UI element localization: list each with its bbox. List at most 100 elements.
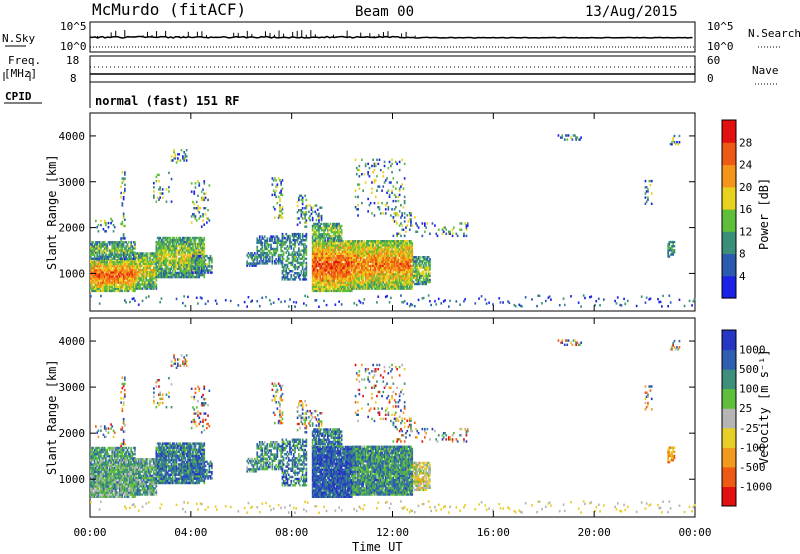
power-cell (350, 277, 353, 280)
power-cell (158, 275, 160, 279)
power-cell (383, 262, 386, 265)
power-cell (387, 262, 390, 265)
power-cell (304, 274, 306, 277)
power-cell (388, 258, 391, 261)
power-cell (376, 254, 378, 257)
power-cell (340, 281, 343, 284)
power-cell (327, 271, 329, 274)
power-cell (179, 253, 182, 256)
power-cell (323, 271, 325, 274)
power-cell (343, 289, 345, 293)
power-cell (177, 238, 179, 242)
power-cell (102, 264, 105, 268)
power-cell (100, 264, 102, 268)
power-cell (173, 261, 175, 264)
power-cell (202, 265, 204, 268)
power-cell (116, 262, 119, 266)
power-cell (295, 255, 298, 258)
power-cell (393, 242, 396, 245)
power-cell (328, 277, 330, 280)
power-cell (182, 242, 184, 246)
power-cell (319, 267, 322, 270)
power-cell (421, 282, 424, 286)
power-cell (275, 258, 277, 261)
power-cell (405, 254, 407, 257)
power-cell (170, 259, 173, 262)
power-cell (161, 245, 164, 248)
power-cell (182, 155, 184, 158)
power-cell (338, 252, 340, 255)
power-cell (200, 242, 203, 246)
power-cell (332, 235, 334, 238)
power-cell (263, 256, 266, 259)
power-cell (377, 185, 380, 188)
power-cell (350, 262, 353, 266)
power-cell (127, 281, 130, 284)
power-cell (202, 255, 204, 258)
power-cell (328, 244, 330, 247)
power-cell (112, 257, 115, 260)
power-cell (350, 256, 353, 260)
power-cell (325, 235, 328, 238)
power-cell (121, 281, 124, 284)
power-cell (354, 195, 357, 199)
power-cell (395, 220, 397, 223)
power-cell (261, 235, 264, 238)
power-cell (303, 261, 305, 265)
power-cell (170, 261, 173, 264)
power-cell (378, 208, 381, 211)
power-cell (124, 269, 126, 272)
power-cell (374, 266, 377, 270)
power-cell (410, 258, 412, 261)
power-cell (90, 245, 92, 248)
power-cell (120, 277, 122, 280)
power-cell (323, 231, 325, 234)
power-cell (131, 247, 134, 250)
power-cell (204, 269, 207, 272)
power-cell (279, 206, 281, 209)
power-cell (155, 273, 158, 276)
power-cell (330, 239, 333, 242)
power-cell (333, 277, 335, 280)
power-cell (129, 267, 131, 270)
power-cell (117, 247, 120, 250)
power-cell (92, 247, 95, 250)
power-cell (354, 262, 357, 265)
power-cell (108, 267, 111, 270)
power-cell (266, 243, 269, 246)
power-cell (290, 270, 293, 273)
power-cell (357, 195, 359, 199)
power-cell (160, 192, 163, 195)
power-cell (91, 275, 93, 278)
power-cell (406, 240, 409, 243)
power-cell (413, 270, 416, 273)
power-cell (363, 283, 366, 286)
power-cell (124, 173, 126, 176)
power-cell (197, 259, 199, 262)
power-cell (393, 268, 396, 272)
power-cell (340, 277, 343, 280)
power-cell (130, 273, 132, 276)
power-cell (416, 264, 419, 267)
power-cell (318, 240, 320, 243)
power-cell (145, 287, 148, 290)
power-cell (330, 248, 333, 251)
power-cell (328, 267, 330, 270)
power-cell (285, 239, 288, 242)
power-cell (103, 289, 106, 293)
power-cell (337, 283, 339, 286)
power-cell (388, 264, 391, 268)
power-cell (371, 240, 373, 243)
power-cell (183, 236, 185, 240)
power-cell (281, 276, 284, 279)
power-cell (271, 253, 274, 257)
power-cell (330, 254, 333, 257)
power-cell (195, 253, 198, 256)
power-cell (174, 155, 177, 158)
power-cell (315, 260, 318, 264)
power-cell (146, 260, 149, 263)
power-cell (96, 269, 98, 272)
power-cell (175, 257, 178, 260)
noise-panel-frame (89, 21, 696, 53)
power-cell (321, 271, 324, 274)
